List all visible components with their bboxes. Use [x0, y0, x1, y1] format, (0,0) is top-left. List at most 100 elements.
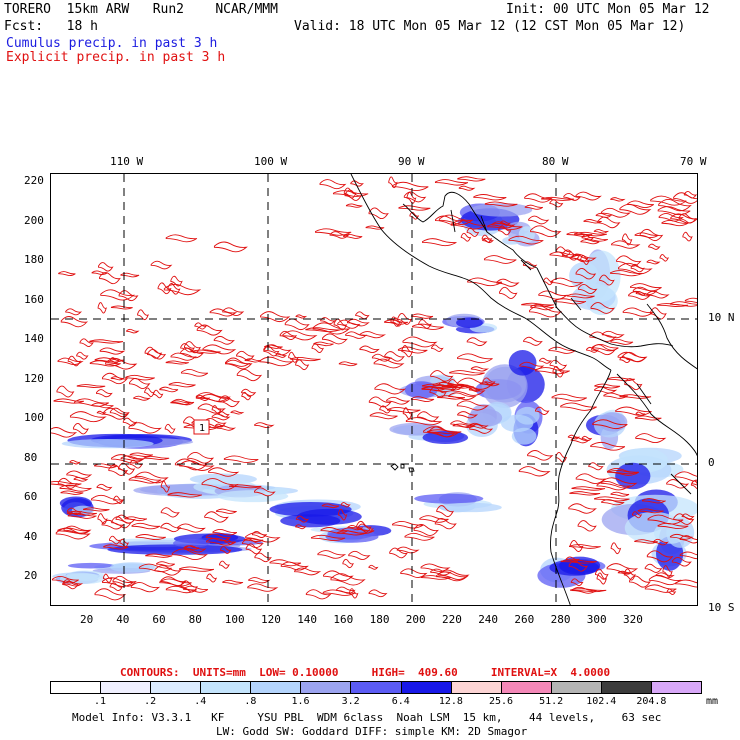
model-title: TORERO 15km ARW Run2 NCAR/MMM	[4, 2, 278, 17]
explicit-contour	[180, 343, 196, 353]
explicit-contour	[109, 535, 121, 545]
explicit-contour	[669, 533, 693, 540]
max-location-box: 1	[193, 419, 210, 435]
explicit-contour	[355, 311, 370, 320]
explicit-contour	[213, 335, 235, 345]
explicit-contour	[225, 359, 251, 367]
explicit-contour	[628, 291, 651, 300]
explicit-contour	[419, 515, 449, 523]
explicit-contour	[607, 376, 635, 382]
explicit-contour	[247, 583, 279, 592]
explicit-contour	[101, 372, 129, 385]
explicit-contour	[206, 537, 237, 546]
explicit-contour	[57, 357, 84, 366]
cumulus-cell	[67, 562, 114, 569]
explicit-contour	[69, 411, 107, 423]
explicit-contour	[617, 570, 632, 575]
explicit-contour	[569, 544, 601, 549]
lon-label-100w: 100 W	[254, 155, 288, 168]
explicit-contour	[313, 341, 334, 347]
y-tick-label: 200	[24, 213, 44, 227]
explicit-contour	[183, 341, 201, 354]
galapagos-2	[400, 463, 405, 469]
explicit-contour	[310, 534, 346, 541]
explicit-contour	[342, 558, 354, 569]
explicit-precip-label: Explicit precip. in past 3 h	[6, 50, 226, 65]
explicit-contour	[679, 551, 697, 560]
explicit-contour	[622, 307, 655, 317]
explicit-contour	[618, 262, 653, 275]
explicit-contour	[684, 297, 697, 304]
explicit-contour	[543, 277, 554, 286]
explicit-contour	[575, 473, 607, 484]
cumulus-cell	[404, 381, 438, 399]
explicit-contour	[97, 513, 108, 525]
coastline-yucatan	[402, 191, 538, 269]
explicit-contour	[632, 286, 658, 296]
explicit-contour	[263, 345, 280, 357]
legend-swatch	[451, 682, 502, 693]
explicit-contour	[595, 212, 613, 218]
explicit-contour	[330, 573, 366, 586]
explicit-contour	[379, 405, 392, 414]
explicit-contour	[434, 517, 457, 530]
explicit-contour	[571, 486, 606, 491]
explicit-contour	[241, 388, 257, 397]
explicit-contour	[365, 225, 385, 230]
explicit-contour	[565, 556, 580, 563]
forecast-hour: Fcst: 18 h	[4, 19, 98, 34]
lat-label-0: 0	[708, 456, 715, 469]
explicit-contour	[368, 207, 389, 220]
explicit-contour	[157, 282, 172, 295]
explicit-contour	[427, 429, 462, 435]
y-tick-label: 100	[24, 411, 44, 424]
x-tick-label: 260	[514, 613, 535, 626]
explicit-contour	[398, 205, 431, 211]
explicit-contour	[337, 319, 361, 329]
explicit-contour	[646, 550, 674, 563]
precip-legend-bar	[50, 681, 702, 694]
explicit-contour	[386, 396, 411, 405]
explicit-contour	[94, 463, 118, 469]
legend-swatch	[51, 682, 102, 693]
legend-value: 51.2	[539, 696, 564, 707]
explicit-contour	[57, 477, 78, 489]
border-andes	[616, 373, 697, 457]
explicit-contour	[420, 575, 452, 580]
explicit-contour	[120, 455, 144, 462]
explicit-contour	[606, 468, 640, 476]
explicit-contour	[487, 223, 523, 230]
legend-value: 1.6	[291, 696, 310, 707]
explicit-contour	[666, 479, 690, 489]
explicit-contour	[223, 455, 259, 463]
explicit-contour	[128, 422, 162, 434]
explicit-contour	[599, 274, 615, 286]
legend-swatch	[551, 682, 602, 693]
explicit-precip-contours	[51, 176, 697, 601]
explicit-contour	[650, 195, 687, 206]
explicit-contour	[634, 415, 662, 421]
explicit-contour	[320, 527, 349, 534]
explicit-contour	[165, 234, 198, 243]
explicit-contour	[135, 534, 166, 541]
explicit-contour	[607, 469, 639, 475]
explicit-contour	[644, 584, 677, 593]
explicit-contour	[630, 283, 662, 292]
explicit-contour	[458, 185, 476, 191]
cumulus-cell	[422, 430, 469, 445]
explicit-contour	[180, 347, 205, 359]
explicit-contour	[674, 471, 697, 482]
explicit-contour	[574, 231, 607, 237]
explicit-contour	[110, 376, 125, 381]
explicit-contour	[535, 406, 550, 415]
explicit-contour	[369, 412, 398, 420]
border-inland	[450, 209, 692, 495]
explicit-contour	[635, 433, 667, 444]
explicit-contour	[160, 576, 187, 587]
explicit-contour	[197, 403, 226, 414]
explicit-contour	[347, 524, 364, 531]
explicit-contour	[535, 367, 570, 375]
explicit-contour	[60, 316, 89, 328]
explicit-contour	[260, 311, 291, 323]
explicit-contour	[417, 411, 440, 422]
